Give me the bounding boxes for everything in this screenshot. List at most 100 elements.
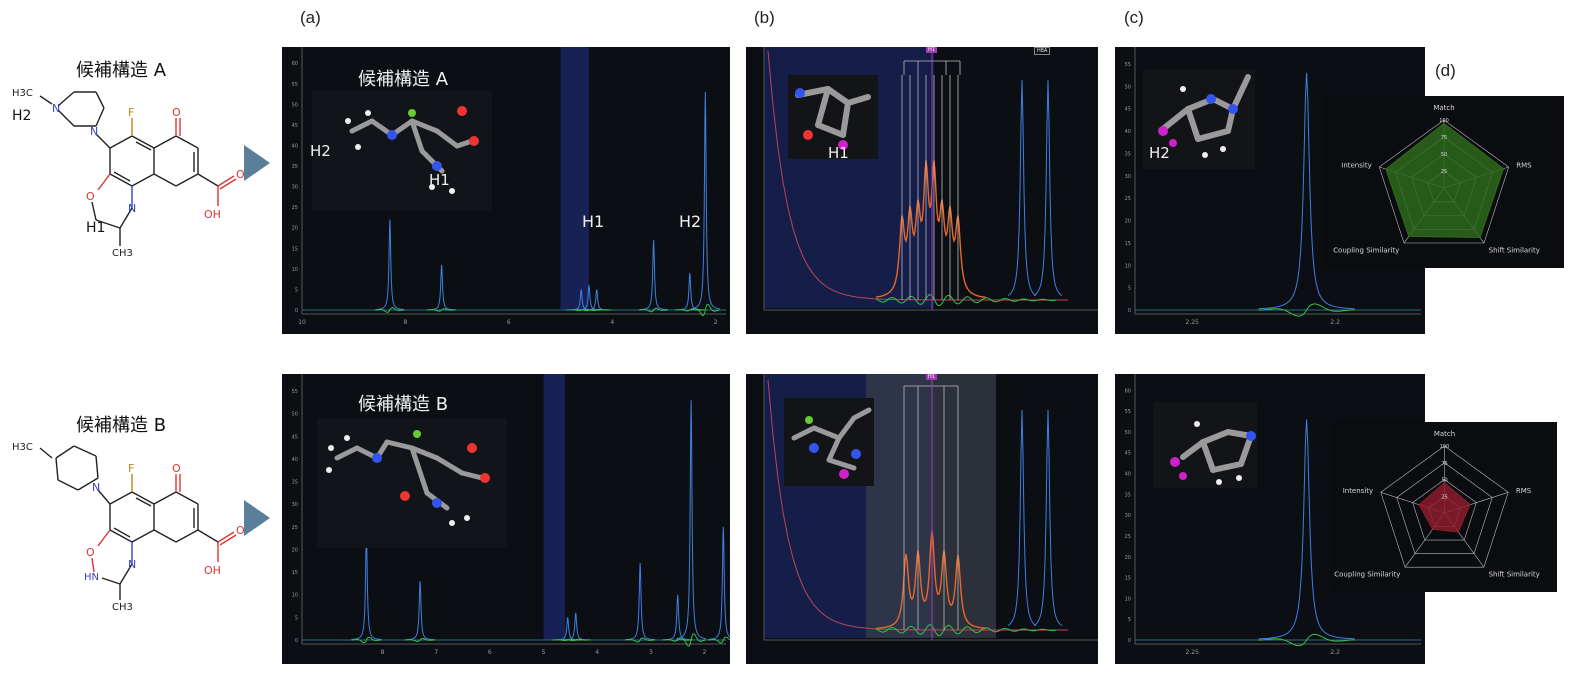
spectrum-b-bottom: H1 — [746, 374, 1098, 664]
x-tick-label: 8 — [381, 649, 385, 656]
y-tick-label: 15 — [1125, 241, 1131, 247]
y-tick-label: 20 — [292, 226, 298, 232]
radar-axis-label: RMS — [1516, 162, 1532, 170]
arrow-a-icon — [244, 145, 270, 181]
radar-axis-label: Shift Similarity — [1489, 246, 1540, 254]
mol-a-n1-label: N — [52, 102, 60, 115]
radar-tick-label: 50 — [1441, 152, 1447, 158]
spectrum-peak — [1033, 409, 1063, 627]
spectrum-peak — [1007, 409, 1037, 627]
spectrum-c-top-plot: 0 5 10 15 20 25 30 35 40 45 50 55 2.25 2.2 — [1125, 47, 1421, 326]
spectrum-peak — [1258, 72, 1355, 310]
spectrum-peak — [405, 581, 436, 641]
y-tick-label: 55 — [292, 82, 298, 88]
difference-trace — [625, 637, 656, 643]
radar-ring — [1412, 479, 1477, 541]
radar-tick-label: 75 — [1441, 135, 1447, 141]
y-tick-label: 50 — [1125, 430, 1131, 436]
peak-label-h2-a: H2 — [679, 212, 702, 231]
radar-ring — [1378, 119, 1510, 244]
mol-b-o-acid-label: O — [236, 524, 245, 537]
radar-tick-label: 75 — [1441, 461, 1447, 467]
molecule-b-diagram: H3C N F O O HN N O OH CH3 — [12, 442, 245, 613]
radar-d-top-plot: 25 50 75 100 Match RMS Shift Similarity Couplin… — [1333, 104, 1540, 254]
x-tick-label: 6 — [507, 319, 511, 326]
zoom-label-b-top: H1 — [828, 144, 849, 162]
coupling-tree — [903, 385, 959, 630]
mol-b-h3c-label: H3C — [12, 442, 33, 453]
x-tick-label: 3 — [649, 649, 653, 656]
spectrum-b-bottom-plot — [763, 374, 1098, 641]
difference-trace — [675, 308, 705, 312]
spectrum-peak — [1258, 419, 1355, 640]
difference-trace — [1258, 633, 1355, 647]
radar-axis-label: Match — [1434, 430, 1455, 438]
difference-trace — [1258, 303, 1355, 317]
y-tick-label: 5 — [295, 615, 298, 621]
y-tick-label: 0 — [295, 308, 298, 314]
y-tick-label: 30 — [1125, 174, 1131, 180]
y-tick-label: 20 — [1125, 219, 1131, 225]
y-tick-label: 50 — [1125, 84, 1131, 90]
overlay-title-b: 候補構造 B — [358, 394, 449, 415]
spectrum-peak — [625, 563, 656, 641]
spectrum-peak — [1033, 79, 1063, 297]
radar-tick-label: 100 — [1439, 118, 1449, 124]
3d-model-b-icon — [317, 418, 507, 548]
mol-a-ch3-label: CH3 — [112, 248, 133, 258]
marker-b-bottom: H1 — [926, 374, 937, 380]
mol-b-n3-label: N — [128, 558, 136, 571]
3d-model-c-top-icon — [1143, 69, 1255, 169]
y-tick-label: 0 — [1128, 308, 1131, 314]
difference-trace — [708, 636, 730, 644]
panel-label-a: (a) — [300, 8, 321, 27]
3d-model-b-bottom-icon — [784, 398, 874, 486]
radar-axis-label: Intensity — [1341, 162, 1371, 170]
radar-axis-label: Shift Similarity — [1489, 571, 1540, 579]
y-tick-label: 25 — [292, 525, 298, 531]
x-tick-label: 5 — [542, 649, 546, 656]
x-tick-label: 2 — [714, 319, 718, 326]
radar-d-bottom-plot: 25 50 75 100 Match RMS Shift Similarity Couplin… — [1334, 430, 1540, 579]
overlay-h1-a: H1 — [429, 171, 450, 189]
y-tick-label: 10 — [1125, 263, 1131, 269]
y-tick-label: 35 — [1125, 492, 1131, 498]
y-tick-label: 45 — [1125, 451, 1131, 457]
y-tick-label: 30 — [292, 502, 298, 508]
x-tick-label: 2.25 — [1186, 649, 1200, 656]
spectrum-peak — [427, 264, 457, 311]
candidate-b-title: 候補構造 B — [76, 415, 167, 436]
mol-b-n2-label: N — [92, 481, 100, 494]
mol-b-o-ring-label: O — [86, 546, 95, 559]
marker-b-top-right: H8A — [1034, 47, 1051, 55]
y-tick-label: 45 — [292, 123, 298, 129]
y-tick-label: 25 — [1125, 534, 1131, 540]
marker-b-top: H1 — [926, 47, 937, 53]
mol-b-ch3-label: CH3 — [112, 602, 133, 613]
zoom-label-c-top: H2 — [1149, 144, 1170, 162]
y-tick-label: 15 — [292, 570, 298, 576]
mol-a-f-label: F — [128, 106, 134, 119]
y-tick-label: 15 — [292, 246, 298, 252]
difference-trace — [375, 307, 405, 313]
y-tick-label: 25 — [1125, 196, 1131, 202]
y-tick-label: 50 — [292, 102, 298, 108]
y-tick-label: 45 — [292, 434, 298, 440]
spectrum-peak — [690, 92, 720, 310]
3d-model-a-icon — [312, 91, 492, 211]
overlay-title-a: 候補構造 A — [358, 69, 449, 90]
spectrum-peak — [375, 219, 405, 311]
y-tick-label: 55 — [292, 389, 298, 395]
panel-label-b: (b) — [754, 8, 775, 27]
y-tick-label: 25 — [292, 205, 298, 211]
y-tick-label: 30 — [1125, 513, 1131, 519]
highlight-band — [543, 374, 565, 640]
panel-label-c: (c) — [1124, 8, 1144, 27]
simulated-trace — [875, 530, 987, 630]
y-tick-label: 35 — [1125, 151, 1131, 157]
mol-b-oh-label: OH — [204, 564, 221, 577]
y-tick-label: 55 — [1125, 409, 1131, 415]
spectrum-peak — [675, 272, 705, 311]
y-tick-label: 15 — [1125, 576, 1131, 582]
difference-trace — [582, 308, 612, 312]
